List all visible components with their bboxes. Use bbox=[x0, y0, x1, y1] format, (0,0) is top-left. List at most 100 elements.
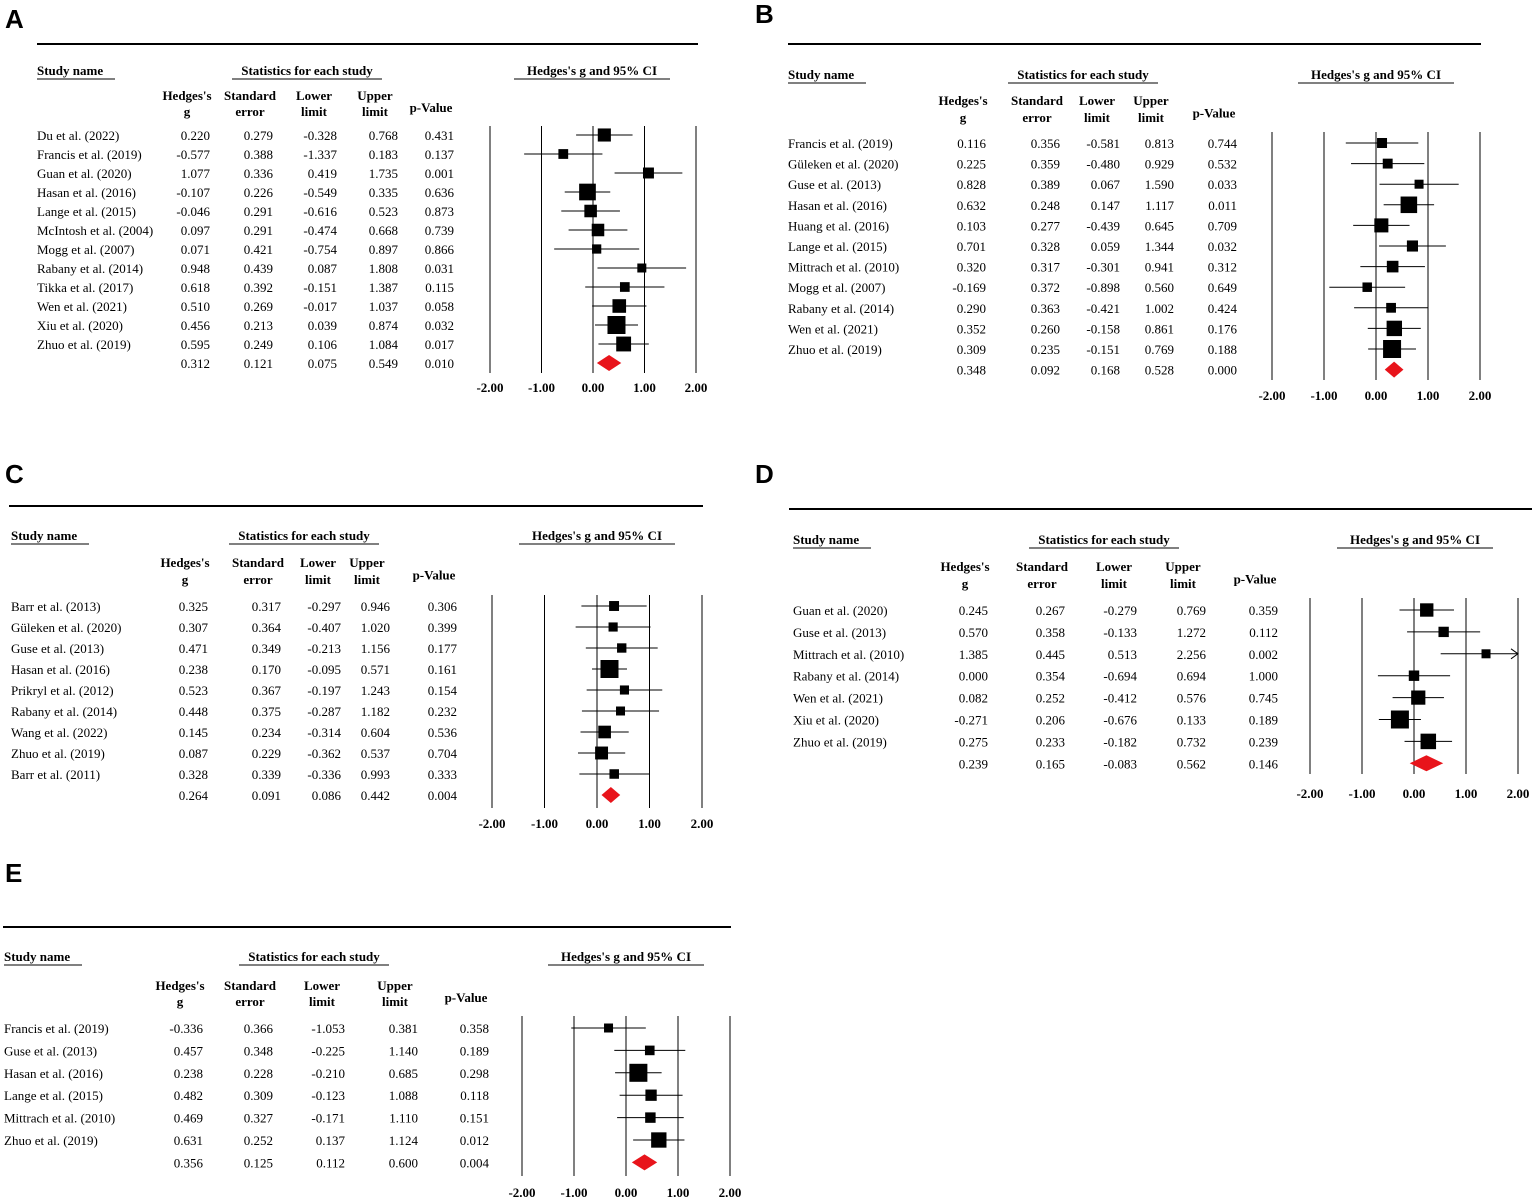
study-value: 1.140 bbox=[389, 1043, 418, 1058]
effect-marker bbox=[607, 316, 626, 334]
study-name: Prikryl et al. (2012) bbox=[11, 683, 114, 698]
axis-tick-label: -2.00 bbox=[508, 1185, 535, 1200]
statistics-header: Statistics for each study bbox=[241, 63, 373, 78]
study-value: 0.471 bbox=[179, 641, 208, 656]
summary-value: 0.356 bbox=[174, 1155, 204, 1170]
study-name: Hasan et al. (2016) bbox=[11, 662, 110, 677]
study-name-header: Study name bbox=[11, 528, 77, 543]
axis-tick-label: 2.00 bbox=[685, 380, 708, 395]
effect-marker bbox=[1390, 710, 1409, 729]
study-value: 0.739 bbox=[425, 223, 454, 238]
study-value: -0.225 bbox=[311, 1043, 345, 1058]
panel-label: B bbox=[755, 0, 774, 29]
summary-value: 0.165 bbox=[1036, 756, 1065, 771]
study-value: 0.897 bbox=[369, 242, 399, 257]
study-value: 0.570 bbox=[959, 625, 988, 640]
axis-tick-label: -1.00 bbox=[531, 816, 558, 831]
study-value: 0.469 bbox=[174, 1111, 203, 1126]
hedges-g-header-line2: g bbox=[962, 576, 969, 591]
study-value: 0.151 bbox=[460, 1111, 489, 1126]
study-value: 0.239 bbox=[1249, 734, 1278, 749]
effect-marker bbox=[600, 660, 619, 678]
study-value: -0.046 bbox=[176, 204, 210, 219]
study-value: 0.685 bbox=[389, 1066, 418, 1081]
axis-tick-label: -2.00 bbox=[1258, 388, 1285, 403]
study-value: 0.364 bbox=[252, 620, 282, 635]
study-value: 1.344 bbox=[1145, 239, 1175, 254]
effect-marker bbox=[1481, 649, 1491, 659]
study-value: 0.291 bbox=[244, 204, 273, 219]
study-value: 0.232 bbox=[428, 704, 457, 719]
effect-marker bbox=[584, 204, 597, 218]
study-value: 0.226 bbox=[244, 185, 274, 200]
summary-value: 0.112 bbox=[316, 1155, 345, 1170]
effect-marker bbox=[597, 128, 611, 142]
study-value: 0.277 bbox=[1031, 218, 1061, 233]
effect-marker bbox=[1382, 158, 1393, 169]
summary-value: 0.075 bbox=[308, 356, 337, 371]
study-value: 0.595 bbox=[181, 337, 210, 352]
upper-limit-header-line2: limit bbox=[1170, 576, 1197, 591]
axis-tick-label: 2.00 bbox=[691, 816, 714, 831]
lower-limit-header: Lower bbox=[1096, 559, 1132, 574]
study-value: -0.171 bbox=[311, 1111, 345, 1126]
study-value: 0.439 bbox=[244, 261, 273, 276]
panel-b: B Study name Statistics for each study Hedg… bbox=[755, 0, 1491, 403]
study-value: 0.948 bbox=[181, 261, 210, 276]
study-value: 0.636 bbox=[425, 185, 455, 200]
ci-arrow bbox=[1510, 648, 1519, 660]
study-value: 0.137 bbox=[425, 147, 455, 162]
study-value: 1.182 bbox=[361, 704, 390, 719]
hedges-g-header-line2: g bbox=[177, 994, 184, 1009]
study-value: 0.537 bbox=[361, 746, 391, 761]
study-name: Guan et al. (2020) bbox=[37, 166, 132, 181]
study-name: Zhuo et al. (2019) bbox=[4, 1133, 98, 1148]
study-value: -0.151 bbox=[1086, 342, 1120, 357]
study-name: Lange et al. (2015) bbox=[788, 239, 887, 254]
summary-value: 0.004 bbox=[428, 788, 458, 803]
study-name: Du et al. (2022) bbox=[37, 128, 119, 143]
effect-marker bbox=[629, 1063, 648, 1082]
study-value: 0.017 bbox=[425, 337, 455, 352]
study-value: 0.372 bbox=[1031, 280, 1060, 295]
study-value: 0.457 bbox=[174, 1043, 204, 1058]
effect-marker bbox=[651, 1132, 667, 1148]
summary-value: 0.125 bbox=[244, 1155, 273, 1170]
study-value: 0.366 bbox=[244, 1021, 274, 1036]
effect-marker bbox=[1377, 137, 1388, 149]
study-value: -0.577 bbox=[176, 147, 210, 162]
study-name: Hasan et al. (2016) bbox=[4, 1066, 103, 1081]
study-value: 0.354 bbox=[1036, 669, 1066, 684]
study-value: 0.154 bbox=[428, 683, 458, 698]
study-value: -0.279 bbox=[1103, 603, 1137, 618]
effect-marker bbox=[598, 725, 611, 739]
study-value: 0.668 bbox=[369, 223, 398, 238]
study-value: -0.474 bbox=[303, 223, 337, 238]
axis-tick-label: 1.00 bbox=[638, 816, 661, 831]
study-value: -0.297 bbox=[307, 599, 341, 614]
effect-marker bbox=[609, 769, 619, 779]
standard-error-header-line2: error bbox=[235, 994, 265, 1009]
effect-marker bbox=[579, 183, 596, 201]
study-name: Guse et al. (2013) bbox=[788, 177, 881, 192]
effect-marker bbox=[642, 167, 654, 179]
study-value: 0.513 bbox=[1108, 647, 1137, 662]
effect-marker bbox=[616, 706, 626, 716]
study-value: 0.000 bbox=[959, 669, 988, 684]
hedges-g-header: Hedges's bbox=[155, 978, 204, 993]
study-value: 0.482 bbox=[174, 1088, 203, 1103]
study-value: 0.745 bbox=[1249, 691, 1278, 706]
study-value: 0.189 bbox=[1249, 713, 1278, 728]
panel-label: D bbox=[755, 459, 774, 489]
study-name: Wen et al. (2021) bbox=[37, 299, 127, 314]
study-value: 1.002 bbox=[1145, 301, 1174, 316]
study-value: 0.631 bbox=[174, 1133, 203, 1148]
study-value: -0.407 bbox=[307, 620, 341, 635]
study-value: 0.828 bbox=[957, 177, 986, 192]
study-value: 0.768 bbox=[369, 128, 398, 143]
study-value: 0.177 bbox=[428, 641, 458, 656]
study-value: 1.272 bbox=[1177, 625, 1206, 640]
study-value: 0.873 bbox=[425, 204, 454, 219]
study-value: -0.287 bbox=[307, 704, 341, 719]
study-value: -0.151 bbox=[303, 280, 337, 295]
